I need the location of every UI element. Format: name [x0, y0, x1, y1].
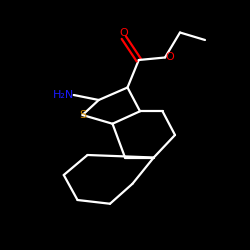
Text: O: O	[165, 52, 174, 62]
Text: O: O	[120, 28, 128, 38]
Text: H₂N: H₂N	[52, 90, 74, 100]
Text: S: S	[79, 110, 86, 120]
